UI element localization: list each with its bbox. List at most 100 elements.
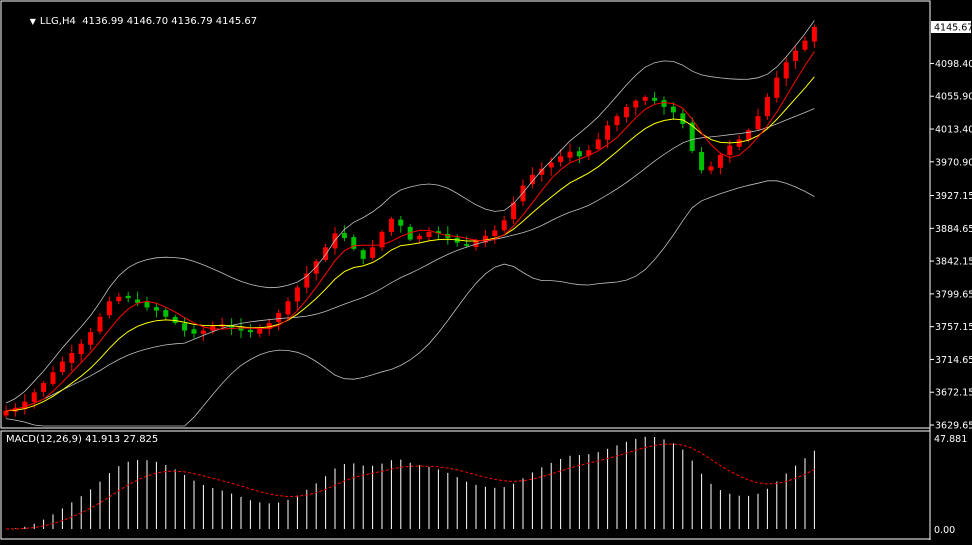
candle-body [774,77,780,98]
candle-body [125,295,131,299]
candle-body [182,323,188,331]
price-tick-label: 3884.65 [935,224,972,235]
price-tick-label: 3842.15 [935,257,972,268]
candle-body [116,296,122,302]
candle-body [285,301,291,315]
candle-body [229,325,235,328]
price-tick-label: 4055.90 [935,92,972,103]
candle-body [106,301,112,316]
candle-body [689,122,695,151]
candle-body [69,353,75,363]
candle-body [727,145,733,155]
candle-body [144,301,150,308]
price-tick-label: 3970.90 [935,157,972,168]
price-tick-label: 3757.15 [935,322,972,333]
candle-body [22,401,28,410]
candle-body [680,113,686,124]
candle-body [482,235,488,243]
candle-body [802,40,808,50]
candle-body [379,231,385,248]
dropdown-triangle-icon[interactable]: ▼ [29,17,36,26]
candle-body [435,231,441,234]
candle-body [351,237,357,249]
candle-body [699,151,705,171]
macd-title: MACD(12,26,9) 41.913 27.825 [6,434,159,445]
macd-signal-line [5,443,815,530]
candle-body [276,312,282,323]
candle-body [717,154,723,168]
candle-body [247,329,253,333]
candle-body [736,139,742,147]
candle-body [200,330,206,334]
chart-title: ▼ LLG,H4 4136.99 4146.70 4136.79 4145.67 [17,5,257,38]
candle-body [417,235,423,240]
candle-body [97,316,103,332]
candle-body [388,218,394,232]
ohlc-readout: 4136.99 4146.70 4136.79 4145.67 [82,16,258,27]
candle-body [426,231,432,237]
price-tick-label: 3714.65 [935,355,972,366]
bollinger-lower [5,180,815,427]
candle-body [539,168,545,175]
candle-body [153,307,159,311]
macd-top-label: 47.881 [934,434,967,445]
main-panel-frame [0,0,931,429]
price-tick-label: 4013.40 [935,125,972,136]
candle-body [407,226,413,240]
candle-body [586,150,592,156]
candle-body [59,361,65,373]
candle-body [304,273,310,288]
candle-body [360,250,366,259]
candle-body [652,97,658,101]
candle-body [755,116,761,130]
candle-body [614,116,620,125]
candle-body [323,247,329,260]
candle-body [501,220,507,231]
candle-body [783,62,789,79]
candle-body [529,174,535,185]
candle-body [41,383,47,392]
candle-body [492,230,498,237]
bollinger-upper [5,20,815,404]
bollinger-middle [5,108,815,412]
candle-body [623,106,629,118]
candle-body [520,185,526,202]
candle-body [257,328,263,334]
candle-body [793,50,799,61]
candle-body [50,372,56,384]
candle-body [811,27,817,42]
candle-body [670,106,676,113]
candle-body [661,100,667,107]
macd-bottom-label: 0.00 [934,525,955,536]
candle-body [567,151,573,158]
candle-body [642,96,648,101]
candle-body [191,329,197,334]
candle-body [135,299,141,303]
current-price-tag [931,21,971,33]
candle-body [764,96,770,117]
price-tick-label: 3672.15 [935,388,972,399]
candle-body [605,125,611,140]
candle-body [294,287,300,302]
price-tick-label: 3629.65 [935,421,972,432]
candle-body [464,244,470,246]
candle-body [511,202,517,220]
price-tick-label: 3927.15 [935,191,972,202]
price-tick-label: 3799.65 [935,289,972,300]
ema-line [5,76,815,412]
sma-line [5,51,815,412]
candle-body [341,232,347,239]
candle-body [88,332,94,345]
candle-body [708,166,714,171]
candle-body [172,316,178,323]
candle-body [595,139,601,149]
candle-body [370,247,376,258]
current-price-label: 4145.67 [934,23,972,34]
candle-body [746,130,752,140]
candle-body [398,219,404,226]
candle-body [558,156,564,163]
candle-body [266,322,272,330]
symbol-label: LLG,H4 [39,16,76,27]
